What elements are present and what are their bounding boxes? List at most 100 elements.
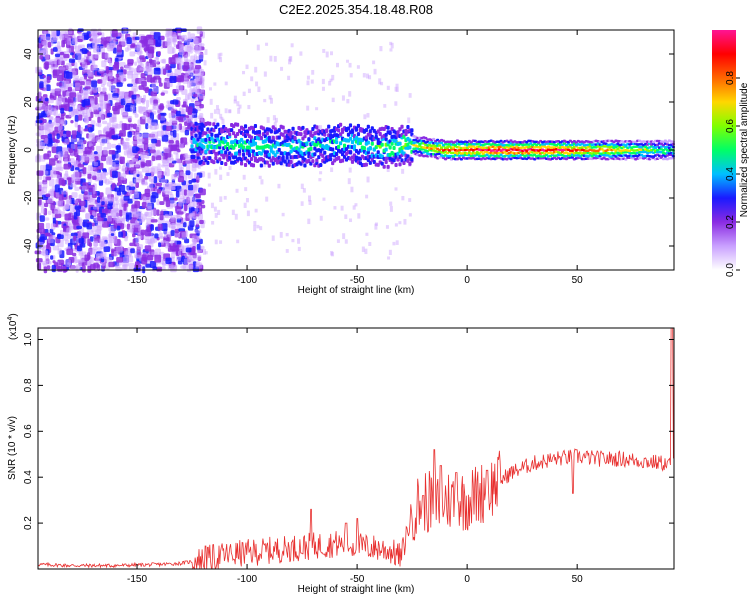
spectrogram-cell [380,161,384,166]
spectrogram-cell [152,103,159,111]
spectrogram-cell [63,80,70,84]
spectrogram-cell [77,164,85,168]
spectrogram-cell [129,51,136,57]
spectrogram-cell [198,46,202,52]
spectrogram-cell [352,129,356,135]
spectrogram-cell [137,65,141,72]
spectrogram-cell [214,212,218,218]
spectrogram-cell [220,161,224,166]
spectrogram-cell [158,232,163,239]
spectrogram-cell [123,150,130,156]
spectrogram-cell [255,81,259,87]
spectrogram-cell [159,103,164,111]
spectrogram-cell [186,37,193,41]
spectrogram-cell [177,75,184,83]
spectrogram-cell [319,171,323,175]
spectrogram-cell [129,208,137,215]
spectrogram-cell [199,103,204,109]
spectrogram-cell [43,153,50,160]
spectrogram-cell [196,243,201,251]
spectrogram-cell [151,166,159,174]
spectrogram-cell [174,231,181,238]
spectrogram-cell [323,132,327,137]
spectrogram-cell [66,221,71,226]
spectrogram-cell [78,33,84,41]
spectrogram-cell [68,58,76,63]
spectrogram-cell [121,168,126,172]
spectrogram-cell [81,58,86,65]
spectrogram-cell [337,155,341,160]
spectrogram-cell [108,180,113,185]
spectrogram-cell [142,137,149,145]
spectrogram-cell [364,248,368,255]
spectrogram-cell [92,241,99,247]
spectrogram-cell [307,218,311,225]
spectrogram-cell [125,212,132,220]
spectrogram-cell [132,238,136,244]
spectrogram-cell [80,106,85,111]
spectrogram-cell [90,145,95,151]
spectrogram-cell [112,170,118,179]
spectrogram-cell [331,74,335,81]
spectrogram-cell [380,142,384,147]
spectrogram-cell [140,161,145,168]
spectrogram-cell [407,117,411,124]
spectrogram-cell [110,233,115,237]
spectrogram-cell [310,79,314,84]
spectrogram-cell [58,194,64,201]
spectrogram-cell [366,112,370,118]
spectrogram-cell [319,125,323,130]
spectrogram-cell [115,145,121,150]
spectrogram-cell [63,163,71,170]
spectrogram-cell [209,98,213,105]
spectrogram-cell [228,109,232,114]
spectrogram-cell [68,111,75,117]
spectrogram-cell [348,167,352,173]
spectrogram-cell [253,141,258,146]
spectrogram-cell [259,226,263,231]
spectrogram-cell [183,189,187,196]
spectrogram-cell [111,161,116,168]
spectrogram-cell [342,233,346,240]
spectrogram-cell [195,41,199,45]
spectrogram-cell [179,142,184,149]
spectrogram-cell [385,225,389,229]
spectrogram-cell [134,113,139,118]
spectrogram-cell [85,212,91,220]
spectrogram-cell [281,212,285,217]
spectrogram-cell [39,55,44,60]
spectrogram-cell [173,124,180,132]
spectrogram-cell [133,88,137,96]
spectrogram-cell [249,157,254,162]
spectrogram-cell [151,155,156,162]
spectrogram-cell [111,135,119,140]
spectrogram-cell [217,209,221,216]
spectrogram-cell [390,141,394,146]
spectrogram-cell [121,217,126,222]
spectrogram-cell [143,113,148,118]
spectrogram-cell [69,181,77,188]
spectrogram-cell [256,224,260,229]
spectrogram-cell [386,125,390,130]
spectrogram-cell [211,221,215,225]
spectrogram-cell [161,134,169,142]
spectrogram-cell [195,75,199,81]
spectrogram-cell [241,145,246,150]
x-tick-label: 0 [464,574,470,585]
spectrogram-cell [35,120,43,124]
spectrogram-cell [410,128,414,133]
spectrogram-cell [148,46,155,54]
spectrogram-cell [45,164,52,171]
spectrogram-cell [319,163,323,168]
y-tick-label: 0 [23,147,34,153]
spectrogram-cell [96,196,101,203]
spectrogram-cell [137,119,141,127]
spectrogram-cell [163,68,167,75]
spectrogram-cell [54,207,60,215]
spectrogram-cell [152,110,157,115]
spectrogram-cell [303,163,307,168]
spectrogram-cell [329,157,333,162]
spectrogram-cell [131,43,136,48]
spectrogram-cell [226,141,230,146]
spectrogram-cell [115,73,120,78]
